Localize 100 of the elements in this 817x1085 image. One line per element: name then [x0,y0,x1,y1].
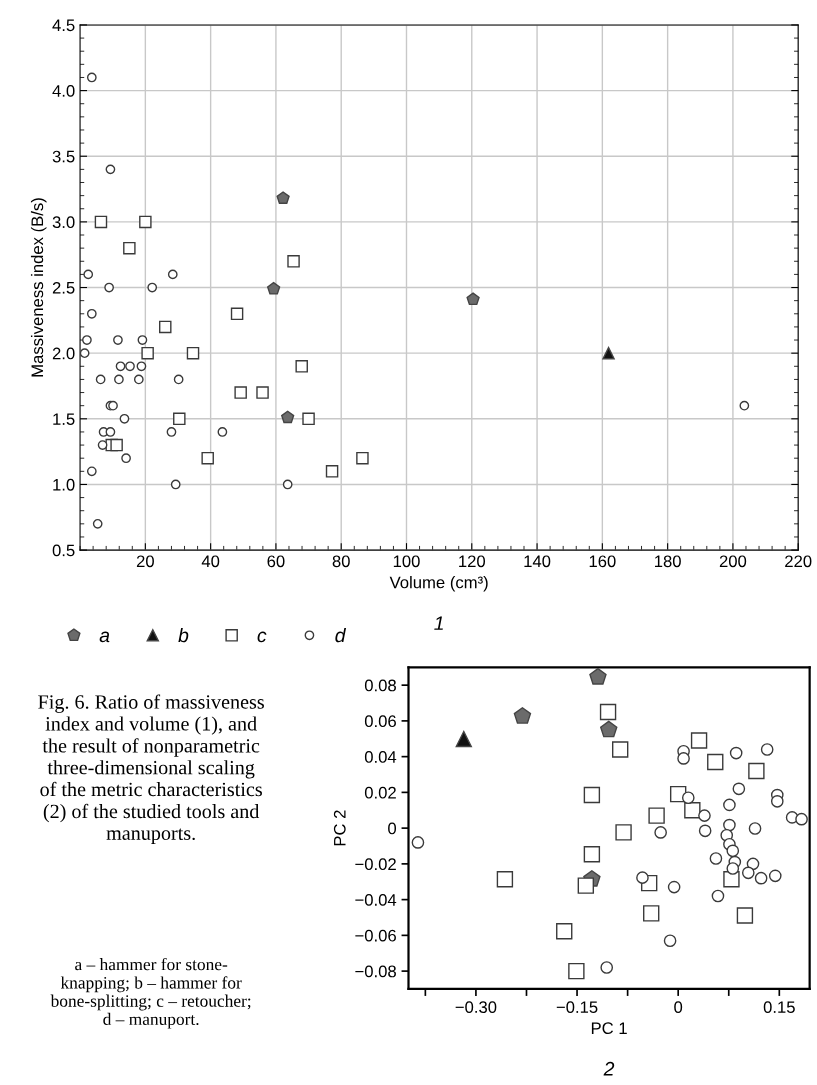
point [110,438,123,452]
point [654,826,667,839]
point [92,518,103,529]
point [739,400,750,411]
point [748,822,762,835]
point [726,862,740,875]
point [636,871,649,884]
y-tick-label: 1.5 [53,413,75,426]
point [170,479,181,490]
point [133,374,144,385]
point [729,746,743,760]
point [768,869,782,883]
point [760,743,774,756]
y-tick-label: 0.5 [52,544,75,557]
legend-label: b [178,627,189,643]
x-tick-label: −0.30 [455,1001,497,1014]
y-tick-label: 0 [388,822,397,835]
point [114,374,124,385]
point [602,346,615,360]
point [302,412,315,426]
point [577,877,595,894]
point [709,852,723,865]
point [648,807,665,824]
x-tick-label: 200 [719,555,747,568]
point [121,453,131,464]
point [159,320,172,334]
point [707,753,724,771]
point [147,282,158,293]
point [690,732,708,749]
point [80,348,90,359]
point [681,791,695,805]
point [167,269,178,280]
y-tick-label: 2.0 [52,347,75,360]
y-tick-label: −0.06 [355,929,396,942]
x-axis-title: PC 1 [591,1022,627,1035]
point [667,880,681,894]
y-tick-label: 1.0 [53,478,75,491]
point [741,866,755,880]
point [736,907,754,924]
point [589,667,607,685]
y-tick-label: 0.08 [364,679,396,692]
point [105,427,116,437]
point [612,741,629,758]
point [104,282,114,293]
y-tick-label: 4.0 [52,85,75,97]
point [137,335,148,345]
x-tick-label: 60 [267,555,285,568]
point [295,360,308,373]
point [123,241,136,255]
point [166,427,177,437]
point [356,451,369,465]
text: a – hammer for stone- knapping; b – hammer for bone-splitting; c – retoucher; d – manuport. [50,957,251,1029]
point [230,307,244,321]
point [698,809,711,822]
point [466,292,480,306]
point [173,374,184,385]
point [217,427,228,437]
point [723,798,736,812]
legend-label: d [335,627,347,643]
legend-label: a [99,631,110,643]
point [795,812,808,826]
point [568,962,585,980]
point [600,961,614,974]
x-tick-label: 140 [524,555,551,568]
point [139,215,152,229]
y-tick-label: 0.06 [364,715,396,728]
text: 1 [434,616,443,630]
y-tick-label: 4.5 [52,19,75,32]
point [82,335,92,345]
x-tick-label: −0.15 [556,1001,598,1014]
point [770,794,784,808]
y-tick-label: 2.5 [52,281,75,294]
x-tick-label: 0 [674,1001,683,1014]
point [282,479,293,490]
point [201,451,214,465]
x-tick-label: 40 [201,555,220,568]
point [95,374,106,385]
x-tick-label: 20 [136,555,154,568]
point [711,889,725,903]
point [287,255,300,268]
point [86,72,97,83]
x-tick-label: 180 [655,555,681,568]
y-tick-label: 0.02 [364,786,396,799]
point [325,465,339,478]
x-tick-label: 80 [332,555,350,568]
point [83,269,94,280]
point [234,386,247,399]
point [513,707,532,724]
point [186,346,200,360]
point [94,215,108,229]
point [455,730,472,748]
caption: Fig. 6. Ratio of massiveness index and volume (1), and the result of nonparametric three-dimensional scaling of the metric characteristics (2) of the studied tools and manuports. [38,694,264,845]
point [599,703,617,721]
point [732,782,746,796]
point [125,361,135,372]
point [726,844,740,858]
point [115,361,126,372]
y-tick-label: 0.04 [364,751,397,763]
point [615,824,632,841]
point [281,410,295,424]
